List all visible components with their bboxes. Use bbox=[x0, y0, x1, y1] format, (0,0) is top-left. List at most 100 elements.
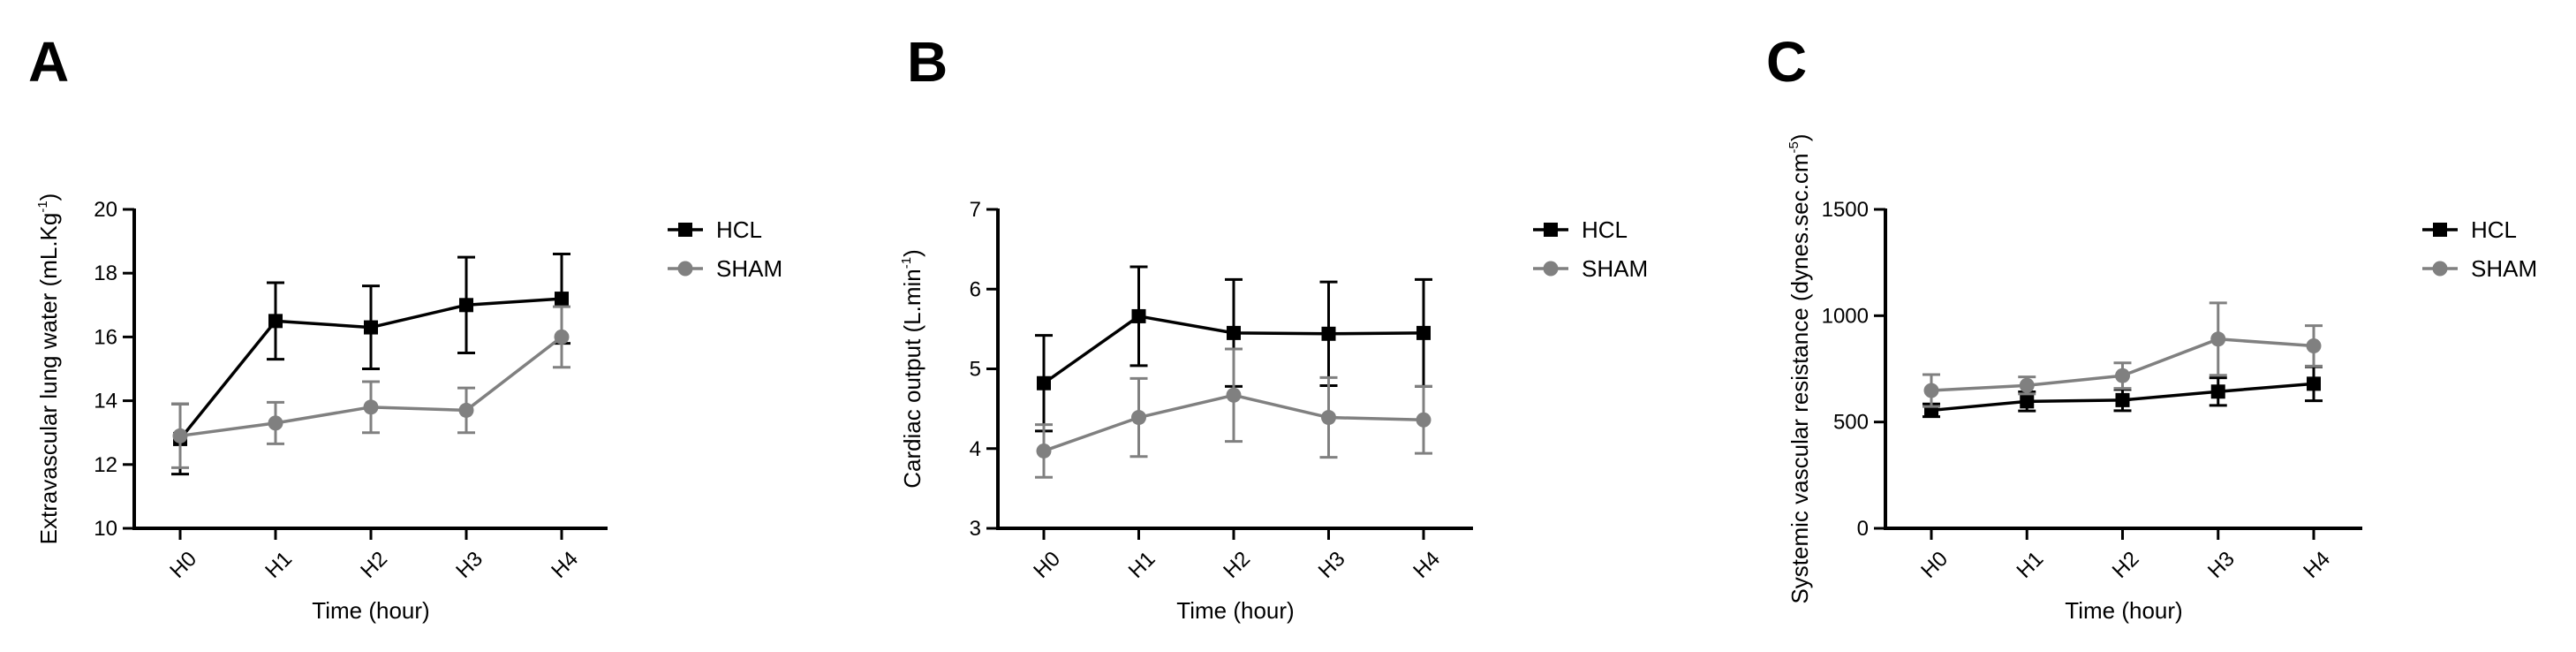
data-point-square bbox=[1227, 325, 1241, 340]
y-axis-title: Extravascular lung water (mL.Kg-1) bbox=[35, 193, 62, 545]
y-axis-title-main: Cardiac output (L.min bbox=[899, 269, 925, 489]
data-point-circle bbox=[2210, 331, 2226, 347]
y-tick-label: 5 bbox=[970, 358, 981, 382]
data-point-circle bbox=[1416, 412, 1432, 428]
data-point-circle bbox=[458, 402, 474, 418]
data-point-square bbox=[364, 320, 378, 335]
series-sham bbox=[1035, 347, 1432, 479]
x-tick-label: H1 bbox=[1124, 547, 1160, 583]
y-tick-label: 0 bbox=[1857, 517, 1869, 541]
y-tick-label: 4 bbox=[970, 437, 981, 461]
y-tick-label: 10 bbox=[94, 517, 117, 541]
data-point-square bbox=[1131, 308, 1146, 323]
y-tick-label: 6 bbox=[970, 277, 981, 301]
legend-label-hcl: HCL bbox=[1582, 216, 1628, 243]
data-point-square bbox=[2115, 392, 2130, 407]
y-axis-title: Cardiac output (L.min-1) bbox=[899, 249, 925, 489]
x-tick-labels: H0 H1 H2 H3 H4 bbox=[1029, 547, 1445, 583]
y-axis-title-end: ) bbox=[1787, 133, 1813, 141]
y-axis-title: Systemic vascular resistance (dynes.sec.… bbox=[1787, 133, 1813, 603]
legend-swatches bbox=[1533, 223, 1568, 277]
series-sham bbox=[171, 305, 570, 469]
x-tick-label: H1 bbox=[2013, 547, 2049, 583]
legend-marker-square bbox=[2433, 223, 2447, 237]
y-tick-label: 1000 bbox=[1822, 304, 1869, 328]
data-point-circle bbox=[1131, 410, 1146, 426]
x-tick-label: H0 bbox=[1029, 547, 1065, 583]
y-axis-title-main: Systemic vascular resistance (dynes.sec.… bbox=[1787, 153, 1813, 603]
legend-marker-circle bbox=[677, 261, 693, 277]
x-tick-label: H4 bbox=[2299, 547, 2335, 583]
data-point-square bbox=[1037, 375, 1051, 390]
y-tick-label: 500 bbox=[1833, 411, 1869, 435]
y-tick-label: 7 bbox=[970, 198, 981, 222]
y-axis-title-superscript: -1 bbox=[899, 257, 914, 269]
x-tick-label: H4 bbox=[1409, 547, 1445, 583]
legend-swatches bbox=[2422, 223, 2458, 277]
x-axis-title: Time (hour) bbox=[1176, 597, 1294, 624]
x-tick-label: H2 bbox=[1219, 547, 1255, 583]
x-tick-label: H4 bbox=[547, 547, 583, 583]
data-point-square bbox=[459, 298, 473, 313]
data-point-circle bbox=[1226, 387, 1242, 403]
legend-marker-square bbox=[1544, 223, 1558, 237]
y-tick-label: 18 bbox=[94, 262, 117, 285]
x-axis-title: Time (hour) bbox=[312, 597, 429, 624]
data-point-square bbox=[2307, 376, 2321, 391]
data-point-circle bbox=[363, 399, 379, 415]
y-tick-label: 3 bbox=[970, 517, 981, 541]
ticks bbox=[986, 208, 1425, 540]
legend-marker-circle bbox=[1543, 261, 1559, 277]
ticks bbox=[123, 208, 563, 540]
series-hcl bbox=[1923, 365, 2323, 419]
y-tick-label: 16 bbox=[94, 325, 117, 349]
x-tick-label: H3 bbox=[2203, 547, 2240, 583]
data-point-circle bbox=[2306, 338, 2322, 354]
series bbox=[1923, 301, 2323, 419]
data-point-circle bbox=[1321, 410, 1336, 426]
y-tick-label: 14 bbox=[94, 390, 117, 413]
series-sham bbox=[1923, 301, 2323, 408]
data-point-circle bbox=[268, 415, 283, 431]
data-point-circle bbox=[1036, 443, 1052, 459]
panel-letter: A bbox=[28, 30, 69, 94]
y-tick-labels: 10 12 14 16 18 20 bbox=[94, 198, 117, 541]
y-tick-label: 1500 bbox=[1822, 198, 1869, 222]
data-point-circle bbox=[1923, 383, 1939, 398]
y-axis-title-end: ) bbox=[35, 193, 62, 201]
y-axis-title-main: Extravascular lung water (mL.Kg bbox=[35, 213, 62, 545]
x-tick-labels: H0 H1 H2 H3 H4 bbox=[165, 547, 583, 583]
panel-letter: C bbox=[1766, 30, 1807, 94]
x-tick-label: H1 bbox=[261, 547, 297, 583]
y-tick-label: 20 bbox=[94, 198, 117, 222]
data-point-square bbox=[2210, 384, 2225, 399]
legend-label-hcl: HCL bbox=[2471, 216, 2517, 243]
y-axis-title-superscript: -5 bbox=[1787, 141, 1802, 153]
data-point-square bbox=[1416, 325, 1431, 340]
series bbox=[1035, 265, 1432, 479]
legend-swatches bbox=[668, 223, 703, 277]
y-tick-labels: 0 500 1000 1500 bbox=[1822, 198, 1869, 541]
series bbox=[171, 253, 570, 476]
data-point-circle bbox=[2115, 368, 2130, 383]
x-tick-label: H2 bbox=[2108, 547, 2144, 583]
data-point-square bbox=[268, 314, 283, 329]
y-tick-labels: 3 4 5 6 7 bbox=[970, 198, 981, 541]
panel-letter: B bbox=[907, 30, 948, 94]
data-point-circle bbox=[554, 329, 570, 345]
data-point-circle bbox=[172, 428, 188, 444]
data-point-square bbox=[2020, 394, 2035, 409]
legend-label-hcl: HCL bbox=[716, 216, 762, 243]
x-tick-label: H0 bbox=[165, 547, 201, 583]
legend-marker-square bbox=[678, 223, 692, 237]
data-point-square bbox=[1321, 326, 1336, 341]
legend: HCL SHAM bbox=[1533, 216, 1648, 282]
panel-c: C 0 500 1000 1500 H0 H1 H2 H3 H4 Time (h… bbox=[1766, 30, 2537, 624]
x-tick-label: H2 bbox=[356, 547, 392, 583]
y-axis-title-superscript: -1 bbox=[35, 201, 50, 212]
legend-label-sham: SHAM bbox=[2471, 255, 2537, 282]
panel-a: A 10 12 14 16 18 20 H0 H1 H2 H3 H4 Time … bbox=[28, 30, 782, 624]
series-hcl bbox=[171, 253, 570, 476]
legend-marker-circle bbox=[2432, 261, 2448, 277]
y-axis-title-end: ) bbox=[899, 249, 925, 257]
